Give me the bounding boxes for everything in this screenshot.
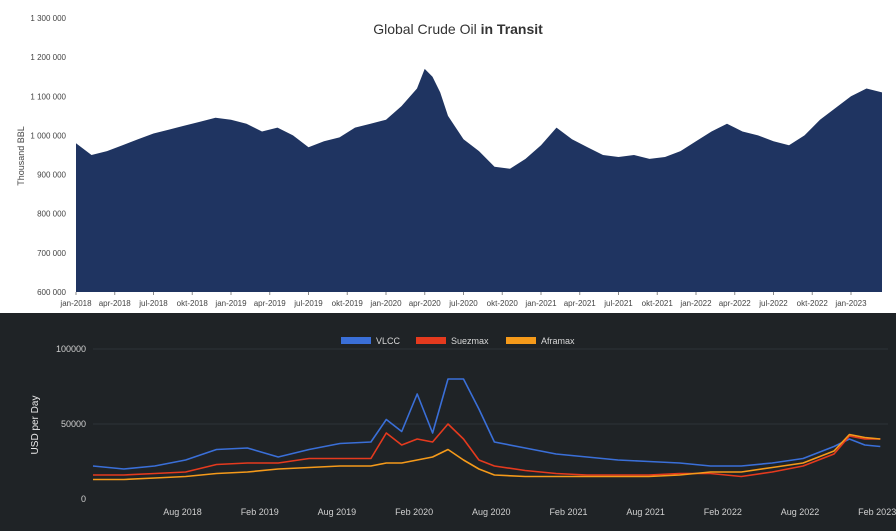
x-tick-label: Aug 2019 (318, 507, 357, 517)
x-tick-label: okt-2018 (177, 299, 209, 308)
tanker-rates-panel: VLCC Suezmax Aframax USD per Day 0 50000 100… (0, 313, 896, 531)
y-tick-label: 600 000 (37, 288, 66, 297)
y-axis-ticks: 600 000 700 000 800 000 900 000 1 000 000 1 1… (30, 14, 66, 297)
x-tick-label: Feb 2019 (241, 507, 279, 517)
y-tick-label: 100000 (56, 344, 86, 354)
x-tick-label: Feb 2020 (395, 507, 433, 517)
crude-in-transit-chart: Global Crude Oil in Transit Thousand BBL… (16, 14, 882, 308)
y-tick-label: 800 000 (37, 210, 66, 219)
series-line-suezmax (93, 423, 881, 478)
x-tick-label: jan-2018 (59, 299, 92, 308)
x-tick-label: jan-2023 (834, 299, 867, 308)
crude-in-transit-area (76, 68, 882, 293)
x-tick-label: jan-2021 (524, 299, 557, 308)
x-tick-label: jul-2020 (448, 299, 478, 308)
y-axis-label: Thousand BBL (16, 126, 26, 186)
x-tick-label: Aug 2022 (781, 507, 820, 517)
y-tick-label: 1 300 000 (30, 14, 66, 23)
crude-in-transit-panel: Global Crude Oil in Transit Thousand BBL… (16, 14, 882, 308)
x-tick-label: apr-2019 (254, 299, 287, 308)
x-tick-label: jul-2021 (603, 299, 633, 308)
legend-swatch-suezmax (416, 337, 446, 344)
x-tick-label: jul-2018 (138, 299, 168, 308)
y-tick-label: 50000 (61, 419, 86, 429)
y-tick-label: 700 000 (37, 249, 66, 258)
y-tick-label: 1 200 000 (30, 53, 66, 62)
x-tick-label: apr-2021 (564, 299, 597, 308)
x-tick-label: jul-2022 (758, 299, 788, 308)
x-tick-label: okt-2019 (332, 299, 364, 308)
x-axis-ticks: Aug 2018 Feb 2019 Aug 2019 Feb 2020 Aug 2020… (163, 507, 896, 517)
series-line-vlcc (92, 378, 881, 470)
x-axis-ticks: jan-2018 apr-2018 jul-2018 okt-2018 jan-2019… (59, 292, 867, 308)
legend: VLCC Suezmax Aframax (341, 336, 575, 346)
x-tick-label: apr-2018 (99, 299, 132, 308)
legend-label-aframax: Aframax (541, 336, 575, 346)
y-tick-label: 1 000 000 (30, 131, 66, 140)
series-line-aframax (93, 433, 881, 481)
y-tick-label: 1 100 000 (30, 92, 66, 101)
y-axis-label: USD per Day (30, 396, 41, 455)
chart-title: Global Crude Oil in Transit (373, 21, 543, 37)
x-tick-label: Feb 2022 (704, 507, 742, 517)
legend-label-suezmax: Suezmax (451, 336, 489, 346)
x-tick-label: okt-2021 (642, 299, 674, 308)
legend-label-vlcc: VLCC (376, 336, 401, 346)
legend-swatch-aframax (506, 337, 536, 344)
x-tick-label: Feb 2023 (858, 507, 896, 517)
y-axis-ticks: 0 50000 100000 (56, 344, 888, 504)
x-tick-label: jan-2019 (214, 299, 247, 308)
series-lines (92, 378, 881, 481)
tanker-rates-chart: VLCC Suezmax Aframax USD per Day 0 50000 100… (30, 336, 896, 517)
x-tick-label: Aug 2018 (163, 507, 202, 517)
y-tick-label: 900 000 (37, 171, 66, 180)
x-tick-label: jul-2019 (293, 299, 323, 308)
x-tick-label: okt-2022 (797, 299, 829, 308)
x-tick-label: apr-2020 (409, 299, 442, 308)
y-tick-label: 0 (81, 494, 86, 504)
x-tick-label: Aug 2021 (626, 507, 665, 517)
x-tick-label: okt-2020 (487, 299, 519, 308)
x-tick-label: jan-2020 (369, 299, 402, 308)
x-tick-label: apr-2022 (719, 299, 752, 308)
x-tick-label: jan-2022 (679, 299, 712, 308)
x-tick-label: Feb 2021 (549, 507, 587, 517)
x-tick-label: Aug 2020 (472, 507, 511, 517)
legend-swatch-vlcc (341, 337, 371, 344)
